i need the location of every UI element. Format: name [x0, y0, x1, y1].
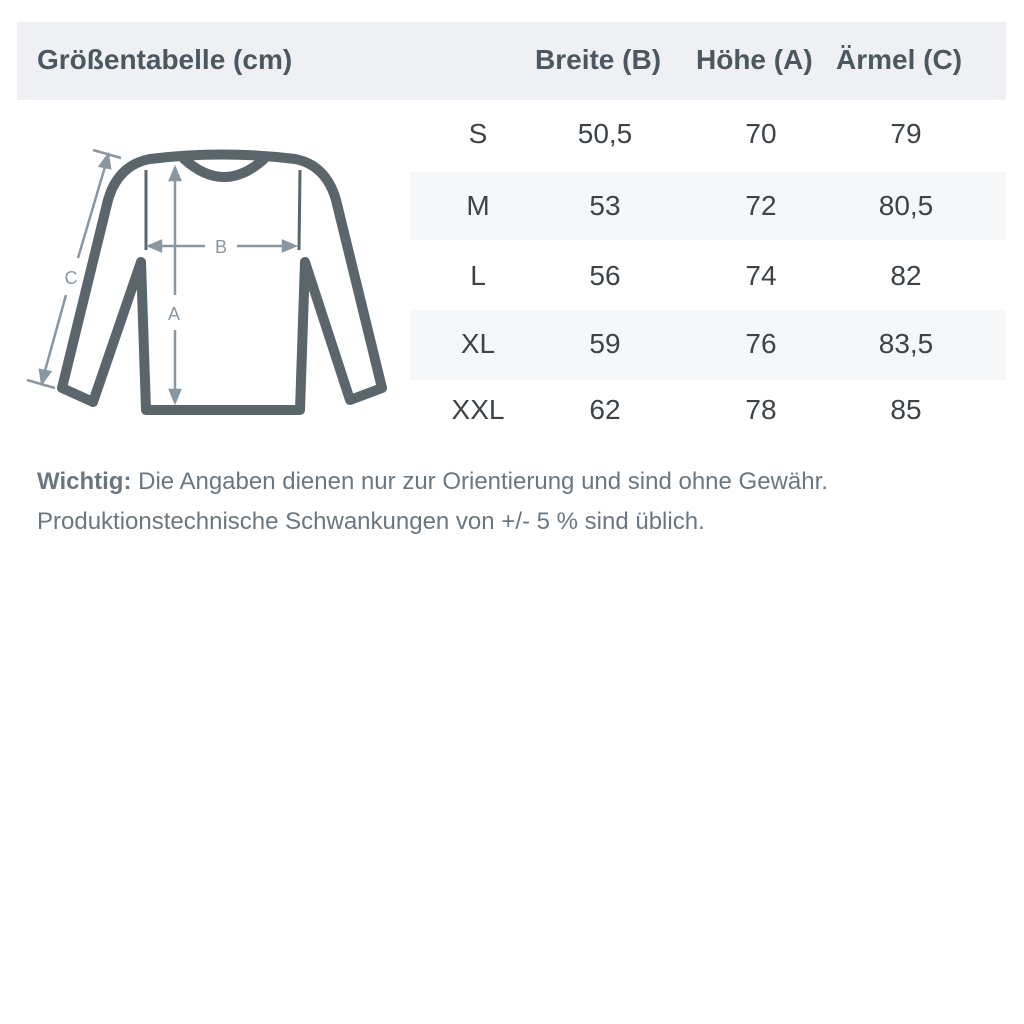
- col-header-aermel: Ärmel (C): [836, 44, 963, 75]
- table-cell: 80,5: [878, 190, 934, 221]
- table-cell: 62: [589, 394, 621, 425]
- size-label: XXL: [451, 394, 505, 425]
- table-cell: 50,5: [577, 118, 633, 149]
- label-c: C: [65, 268, 78, 288]
- row-stripe: [410, 172, 1006, 240]
- shirt-outline: [57, 149, 387, 415]
- table-cell: 83,5: [878, 328, 934, 359]
- size-label: L: [470, 260, 486, 291]
- table-cell: 79: [890, 118, 922, 149]
- size-label: M: [466, 190, 490, 221]
- table-cell: 82: [890, 260, 922, 291]
- col-header-hoehe: Höhe (A): [696, 44, 813, 75]
- row-stripe: [410, 310, 1006, 380]
- table-cell: 59: [589, 328, 621, 359]
- table-cell: 70: [745, 118, 777, 149]
- table-cell: 72: [745, 190, 777, 221]
- size-label: S: [468, 118, 488, 149]
- note-line1: Die Angaben dienen nur zur Orientierung …: [131, 468, 828, 495]
- label-a: A: [168, 304, 180, 324]
- shirt-collar: [179, 154, 269, 182]
- table-cell: 78: [745, 394, 777, 425]
- note-line2: Produktionstechnische Schwankungen von +…: [37, 508, 705, 535]
- page-title: Größentabelle (cm): [37, 44, 293, 75]
- table-cell: 85: [890, 394, 922, 425]
- table-cell: 53: [589, 190, 621, 221]
- col-header-breite: Breite (B): [535, 44, 662, 75]
- table-header: [17, 22, 1006, 100]
- disclaimer-note: Wichtig: Die Angaben dienen nur zur Orie…: [37, 462, 828, 542]
- note-label: Wichtig:: [37, 468, 132, 495]
- longsleeve-shirt-icon: B A C: [26, 148, 387, 415]
- table-cell: 76: [745, 328, 777, 359]
- size-label: XL: [460, 328, 496, 359]
- table-cell: 56: [589, 260, 621, 291]
- table-cell: 74: [745, 260, 777, 291]
- label-b: B: [215, 237, 227, 257]
